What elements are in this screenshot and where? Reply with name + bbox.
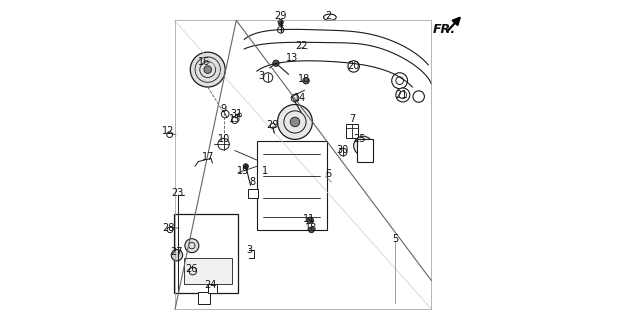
Text: 8: 8	[249, 177, 255, 187]
Text: 3: 3	[259, 71, 265, 81]
Bar	[346, 124, 359, 138]
Text: 26: 26	[186, 264, 198, 275]
Circle shape	[278, 105, 312, 140]
Circle shape	[273, 60, 279, 67]
Circle shape	[278, 20, 283, 25]
Text: 6: 6	[325, 169, 332, 179]
Text: 12: 12	[162, 126, 174, 136]
Circle shape	[243, 164, 248, 169]
Bar	[184, 258, 232, 284]
Text: 24: 24	[205, 280, 217, 290]
FancyBboxPatch shape	[257, 141, 327, 230]
Circle shape	[413, 91, 425, 102]
Circle shape	[290, 117, 300, 127]
Text: 25: 25	[354, 134, 366, 144]
Text: 27: 27	[170, 247, 182, 257]
Text: 13: 13	[286, 53, 298, 63]
Text: FR.: FR.	[433, 23, 456, 36]
Text: 28: 28	[162, 223, 174, 233]
Text: 5: 5	[392, 234, 398, 244]
Bar	[248, 188, 258, 198]
Text: 22: 22	[295, 41, 308, 51]
Circle shape	[354, 136, 372, 155]
FancyBboxPatch shape	[175, 214, 238, 293]
Bar	[208, 284, 217, 293]
Text: 16: 16	[198, 57, 210, 67]
Text: 17: 17	[202, 152, 214, 162]
Circle shape	[222, 110, 229, 118]
Text: 23: 23	[171, 188, 184, 198]
Circle shape	[308, 227, 315, 233]
Text: 20: 20	[347, 61, 360, 71]
Circle shape	[396, 88, 410, 102]
Circle shape	[190, 52, 225, 87]
Text: 15: 15	[229, 114, 241, 124]
Circle shape	[185, 239, 199, 252]
Text: 7: 7	[349, 114, 355, 124]
Text: 11: 11	[303, 214, 315, 224]
Text: 3: 3	[246, 245, 252, 255]
Circle shape	[392, 73, 408, 89]
Text: 4: 4	[278, 20, 284, 30]
Circle shape	[171, 250, 183, 261]
Text: 21: 21	[395, 90, 408, 100]
Text: 18: 18	[305, 223, 317, 233]
Text: 14: 14	[294, 93, 306, 103]
Text: 9: 9	[220, 104, 227, 114]
Circle shape	[307, 217, 313, 223]
Text: 18: 18	[298, 74, 311, 84]
Bar	[198, 292, 210, 304]
Text: 1: 1	[262, 166, 268, 176]
Text: 29: 29	[266, 120, 279, 130]
Circle shape	[303, 77, 309, 84]
Text: 10: 10	[217, 134, 230, 144]
Text: 30: 30	[337, 146, 349, 156]
Text: 31: 31	[230, 109, 242, 119]
Bar	[357, 140, 372, 162]
Circle shape	[348, 61, 359, 72]
Circle shape	[204, 66, 212, 73]
Text: 2: 2	[325, 11, 332, 21]
Text: 19: 19	[237, 166, 249, 176]
Text: 29: 29	[274, 11, 287, 21]
